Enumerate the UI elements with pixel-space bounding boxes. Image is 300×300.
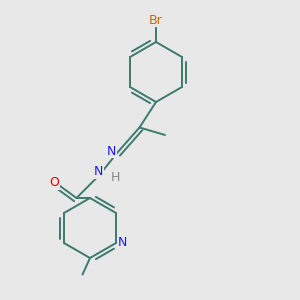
- Text: N: N: [107, 145, 116, 158]
- Text: H: H: [111, 171, 120, 184]
- Text: Br: Br: [149, 14, 163, 27]
- Text: O: O: [49, 176, 59, 190]
- Text: N: N: [118, 236, 127, 250]
- Text: N: N: [94, 165, 104, 178]
